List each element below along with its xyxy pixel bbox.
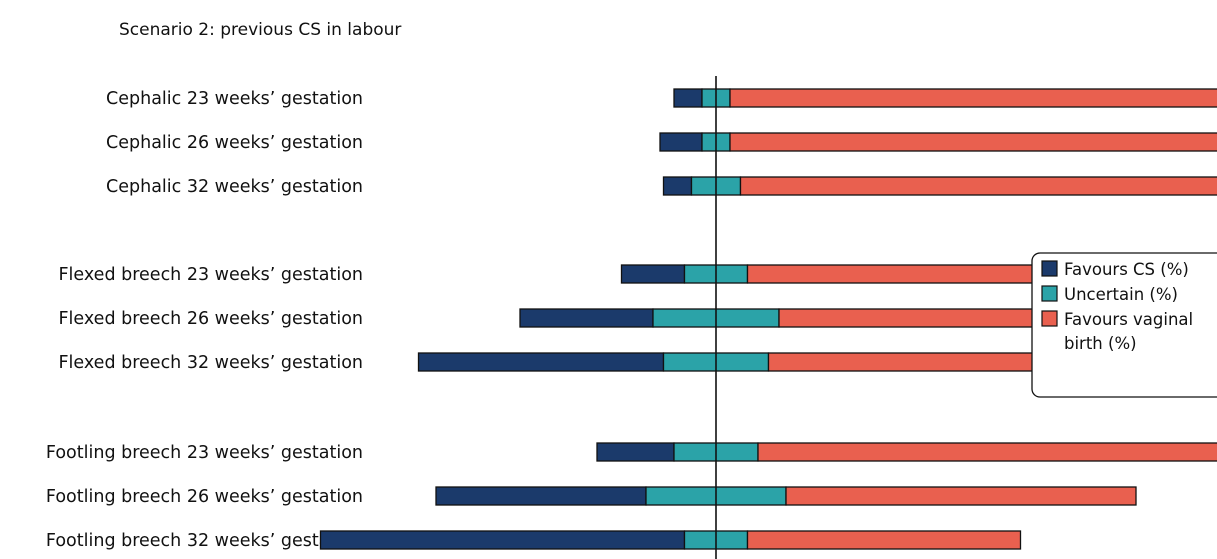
bar-favours-vaginal-birth-8 [785,486,1137,506]
legend-label-uncertain: Uncertain (%) [1064,285,1178,304]
legend-box [1031,252,1217,398]
legend-label-favours-cs: Favours CS (%) [1064,260,1189,279]
category-label-8: Footling breech 26 weeks’ gestation [46,487,363,507]
category-label-6: Flexed breech 32 weeks’ gestation [58,353,363,373]
bar-favours-vaginal-birth-2 [729,132,1217,152]
bar-favours-cs-6 [417,352,665,372]
chart-title: Scenario 2: previous CS in labour [119,20,401,40]
bar-favours-vaginal-birth-3 [739,176,1217,196]
legend-swatch-favours-cs [1041,260,1058,277]
legend-label-favours-vaginal-birth-line-2: birth (%) [1064,334,1137,353]
bar-favours-cs-1 [673,88,703,108]
bar-favours-cs-7 [596,442,675,462]
legend-swatch-favours-vaginal-birth [1041,310,1058,327]
category-label-4: Flexed breech 23 weeks’ gestation [58,265,363,285]
legend: Favours CS (%) Uncertain (%) Favours vagin… [1031,252,1217,398]
bar-favours-cs-2 [659,132,703,152]
legend-swatch-uncertain [1041,285,1058,302]
category-label-9: Footling breech 32 weeks’ gestation [46,531,363,551]
legend-label-favours-vaginal-birth-line-1: Favours vaginal [1064,310,1193,329]
category-labels: Cephalic 23 weeks’ gestation Cephalic 26 … [46,89,363,551]
category-label-3: Cephalic 32 weeks’ gestation [106,177,363,197]
bar-favours-cs-3 [662,176,693,196]
bar-favours-cs-5 [519,308,654,328]
category-label-2: Cephalic 26 weeks’ gestation [106,133,363,153]
category-label-7: Footling breech 23 weeks’ gestation [46,443,363,463]
bar-favours-cs-9 [319,530,686,550]
bar-favours-cs-8 [435,486,647,506]
category-label-5: Flexed breech 26 weeks’ gestation [58,309,363,329]
bar-favours-vaginal-birth-9 [746,530,1022,550]
bar-favours-cs-4 [620,264,686,284]
bar-favours-vaginal-birth-7 [757,442,1217,462]
bar-favours-vaginal-birth-1 [729,88,1217,108]
category-label-1: Cephalic 23 weeks’ gestation [106,89,363,109]
